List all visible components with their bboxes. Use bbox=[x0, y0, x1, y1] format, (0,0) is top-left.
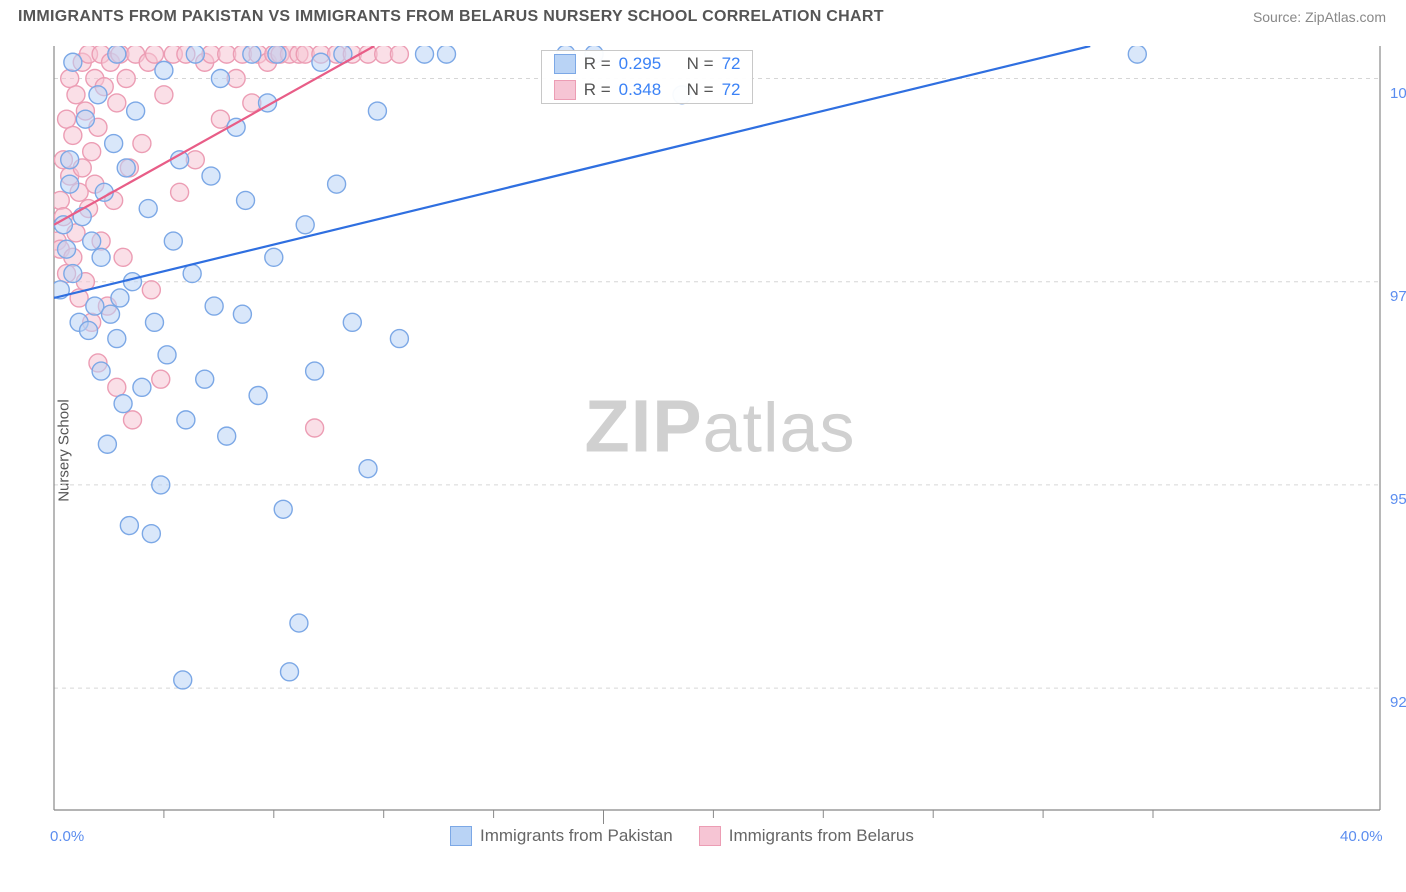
legend-n-value: 72 bbox=[722, 54, 741, 74]
legend-n-label: N = bbox=[687, 80, 714, 100]
chart-container: Nursery School ZIPatlas R =0.295 N =72R … bbox=[50, 42, 1390, 842]
y-tick-label: 97.5% bbox=[1390, 288, 1406, 305]
legend-swatch bbox=[450, 826, 472, 846]
legend-row: R = 0.348 N = 72 bbox=[542, 77, 753, 103]
legend-r-value: 0.348 bbox=[619, 80, 662, 100]
x-tick-label: 0.0% bbox=[50, 828, 84, 845]
legend-n-value: 72 bbox=[722, 80, 741, 100]
legend-n-label: N = bbox=[687, 54, 714, 74]
header-bar: IMMIGRANTS FROM PAKISTAN VS IMMIGRANTS F… bbox=[0, 0, 1406, 30]
series-legend-label: Immigrants from Belarus bbox=[729, 826, 914, 846]
legend-swatch bbox=[554, 54, 576, 74]
correlation-legend: R = 0.295 N = 72 R = 0.348 N = 72 bbox=[541, 50, 754, 104]
y-tick-label: 95.0% bbox=[1390, 491, 1406, 508]
legend-r-label: R = bbox=[584, 80, 611, 100]
y-tick-label: 92.5% bbox=[1390, 694, 1406, 711]
source-attribution: Source: ZipAtlas.com bbox=[1253, 9, 1386, 25]
legend-row: R = 0.295 N = 72 bbox=[542, 51, 753, 77]
series-legend-item: Immigrants from Pakistan bbox=[450, 826, 673, 846]
legend-swatch bbox=[554, 80, 576, 100]
x-tick-label: 40.0% bbox=[1340, 828, 1383, 845]
legend-r-value: 0.295 bbox=[619, 54, 662, 74]
scatter-plot bbox=[50, 42, 1390, 842]
series-legend-item: Immigrants from Belarus bbox=[699, 826, 914, 846]
legend-swatch bbox=[699, 826, 721, 846]
chart-title: IMMIGRANTS FROM PAKISTAN VS IMMIGRANTS F… bbox=[18, 8, 884, 26]
series-legend: Immigrants from Pakistan Immigrants from … bbox=[450, 826, 914, 846]
series-legend-label: Immigrants from Pakistan bbox=[480, 826, 673, 846]
legend-r-label: R = bbox=[584, 54, 611, 74]
y-tick-label: 100.0% bbox=[1390, 85, 1406, 102]
